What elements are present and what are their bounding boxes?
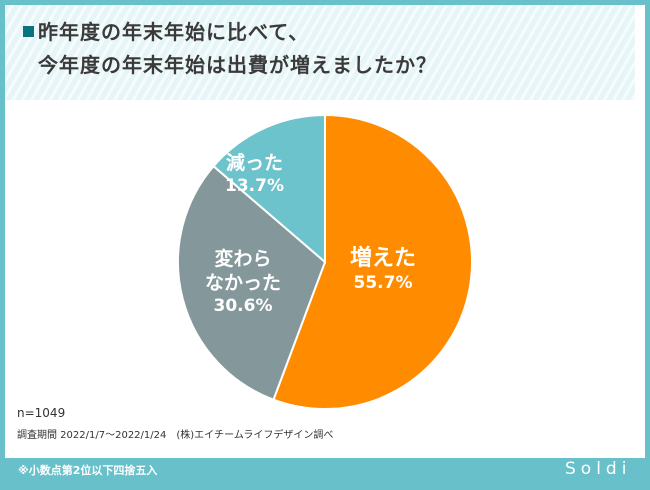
title-line-1: 昨年度の年末年始に比べて、 (38, 20, 310, 44)
chart-title: 昨年度の年末年始に比べて、今年度の年末年始は出費が増えましたか？ (38, 16, 437, 82)
pie-slice-1 (177, 164, 327, 401)
rounding-note: ※小数点第2位以下四捨五入 (18, 464, 158, 477)
slice-label-increased: 増えた 55.7% (350, 246, 417, 293)
soldi-logo: Soldi (565, 459, 632, 479)
pie-slice-2 (212, 113, 326, 265)
slice-label-decreased: 減った 13.7% (225, 152, 284, 196)
survey-period: 調査期間 2022/1/7〜2022/1/24 (株)エイチームライフデザイン調… (17, 430, 334, 441)
pie-slice-0 (272, 113, 473, 410)
sample-size: n=1049 (17, 406, 66, 420)
title-bullet-icon (23, 26, 34, 37)
slice-label-unchanged: 変わら なかった 30.6% (205, 248, 282, 316)
title-line-2: 今年度の年末年始は出費が増えましたか？ (38, 53, 437, 77)
title-banner (5, 5, 635, 100)
